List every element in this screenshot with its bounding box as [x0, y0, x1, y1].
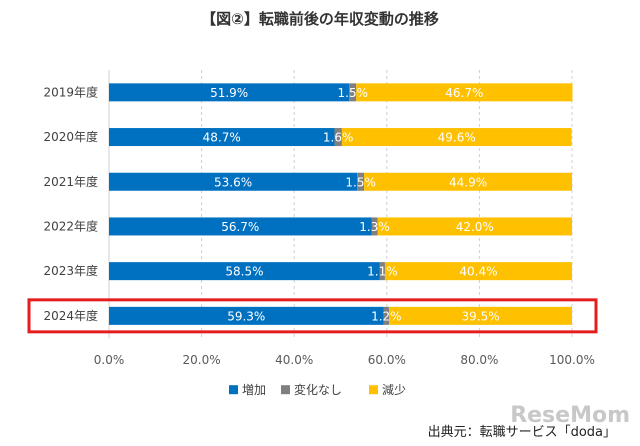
bars [109, 83, 573, 325]
data-label: 49.6% [438, 131, 476, 145]
data-label: 40.4% [459, 265, 497, 279]
bar-segment [341, 128, 572, 147]
data-label: 1.3% [359, 220, 390, 234]
data-label: 46.7% [445, 86, 483, 100]
bar-segment [364, 172, 572, 191]
data-label: 56.7% [221, 220, 259, 234]
chart-title: 【図②】転職前後の年収変動の推移 [201, 10, 439, 28]
legend-label: 変化なし [294, 382, 342, 397]
x-tick-label: 100.0% [549, 353, 595, 367]
data-label: 58.5% [225, 265, 263, 279]
legend-label: 減少 [382, 382, 406, 397]
data-label: 59.3% [227, 309, 265, 323]
data-label: 1.1% [367, 265, 398, 279]
x-tick-label: 0.0% [94, 353, 125, 367]
bar-segment [357, 172, 365, 191]
bar-segment [384, 262, 572, 281]
x-axis-tick-labels: 0.0% 20.0% 40.0% 60.0% 80.0% 100.0% [94, 353, 595, 367]
x-tick-label: 60.0% [368, 353, 406, 367]
category-label: 2024年度 [43, 308, 98, 323]
category-label: 2022年度 [43, 218, 98, 233]
data-label: 48.7% [203, 131, 241, 145]
category-labels: 2019年度 2020年度 2021年度 2022年度 2023年度 2024年度 [43, 84, 98, 323]
category-label: 2021年度 [43, 174, 98, 189]
legend-swatch [229, 385, 238, 395]
value-labels: 51.9% 1.5% 46.7% 48.7% 1.6% 49.6% 53.6% 1.5% 44.… [203, 86, 500, 324]
bar-segment [389, 306, 572, 325]
data-label: 39.5% [461, 309, 499, 323]
data-label: 1.5% [345, 175, 376, 189]
source-note: 出典元：転職サービス「doda」 [427, 425, 616, 440]
bar-segment [379, 262, 385, 281]
data-label: 53.6% [214, 175, 252, 189]
bar-segment [334, 128, 342, 147]
bar-segment [371, 217, 378, 236]
x-tick-label: 80.0% [460, 353, 498, 367]
data-label: 44.9% [449, 175, 487, 189]
bar-segment [356, 83, 573, 102]
legend-label: 増加 [242, 383, 266, 397]
legend-swatch [281, 385, 290, 395]
bar-segment [109, 262, 380, 281]
bar-segment [383, 306, 390, 325]
category-label: 2023年度 [43, 263, 98, 278]
gridlines [108, 70, 573, 339]
bar-segment [109, 306, 384, 325]
highlight-box [27, 298, 598, 334]
bar-segment [109, 83, 350, 102]
watermark-logo: ReseMom [510, 403, 630, 428]
x-tick-label: 20.0% [183, 353, 221, 367]
x-tick-label: 40.0% [275, 353, 313, 367]
category-label: 2019年度 [43, 84, 98, 99]
data-label: 1.6% [323, 131, 354, 145]
data-label: 1.5% [338, 86, 369, 100]
bar-segment [109, 172, 358, 191]
legend: 増加 変化なし 減少 [229, 382, 406, 397]
category-label: 2020年度 [43, 129, 98, 144]
data-label: 51.9% [210, 86, 248, 100]
data-label: 1.2% [371, 309, 402, 323]
bar-segment [377, 217, 572, 236]
bar-segment [109, 128, 335, 147]
data-label: 42.0% [456, 220, 494, 234]
bar-segment [349, 83, 357, 102]
bar-segment [109, 217, 372, 236]
legend-swatch [369, 385, 378, 395]
highlight-rect [27, 298, 598, 334]
